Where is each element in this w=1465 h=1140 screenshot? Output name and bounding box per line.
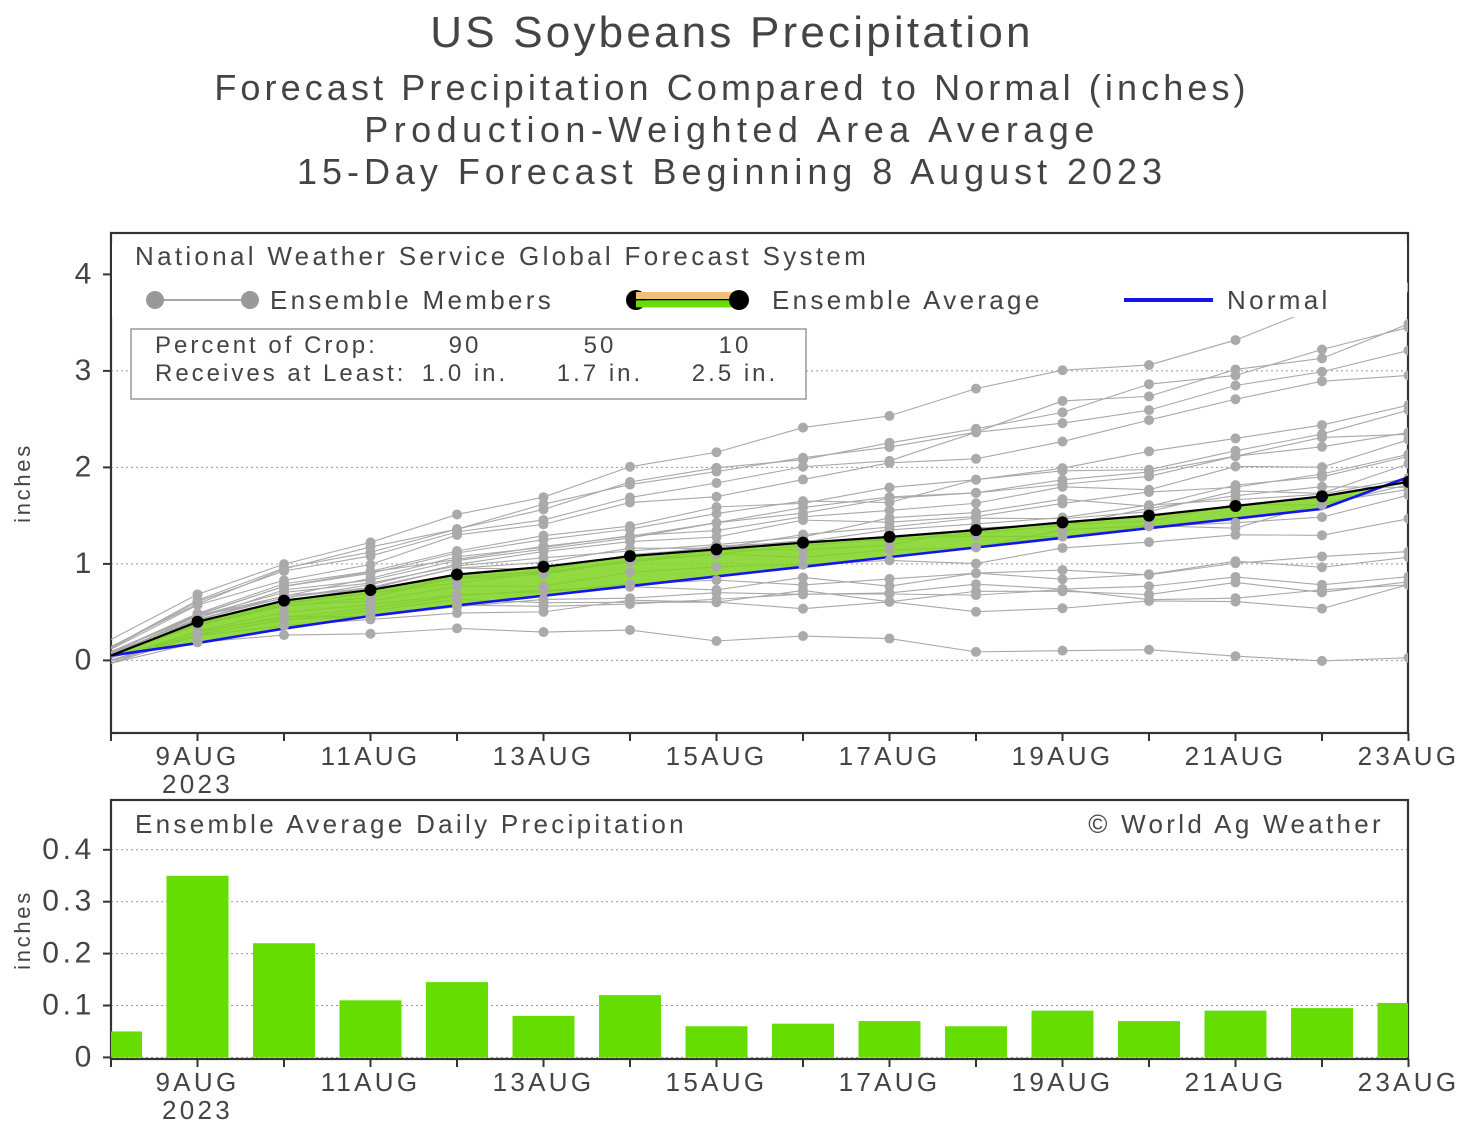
svg-text:15AUG: 15AUG: [666, 741, 768, 771]
svg-text:90: 90: [449, 332, 482, 359]
svg-text:2: 2: [75, 450, 95, 483]
svg-text:0: 0: [75, 643, 95, 676]
svg-text:Forecast Precipitation Compare: Forecast Precipitation Compared to Norma…: [214, 67, 1249, 108]
svg-text:0.2: 0.2: [42, 937, 95, 970]
svg-text:13AUG: 13AUG: [493, 1067, 595, 1097]
svg-text:15AUG: 15AUG: [666, 1067, 768, 1097]
svg-text:15-Day Forecast Beginning 8 Au: 15-Day Forecast Beginning 8 August 2023: [297, 151, 1167, 192]
svg-text:inches: inches: [10, 443, 35, 523]
svg-text:US Soybeans Precipitation: US Soybeans Precipitation: [430, 8, 1033, 57]
svg-text:23AUG: 23AUG: [1358, 741, 1460, 771]
svg-text:0: 0: [75, 1040, 95, 1073]
svg-text:3: 3: [75, 354, 95, 387]
svg-text:0.4: 0.4: [42, 833, 95, 866]
svg-text:4: 4: [75, 257, 95, 290]
svg-text:Production-Weighted Area Avera: Production-Weighted Area Average: [364, 109, 1099, 150]
svg-text:0.1: 0.1: [42, 989, 95, 1022]
svg-text:0.3: 0.3: [42, 885, 95, 918]
svg-text:2.5 in.: 2.5 in.: [692, 360, 778, 387]
svg-text:11AUG: 11AUG: [321, 1067, 421, 1097]
svg-text:1.7 in.: 1.7 in.: [557, 360, 643, 387]
svg-text:21AUG: 21AUG: [1185, 1067, 1287, 1097]
svg-text:Ensemble Members: Ensemble Members: [270, 285, 554, 315]
svg-text:23AUG: 23AUG: [1358, 1067, 1460, 1097]
svg-text:11AUG: 11AUG: [321, 741, 421, 771]
svg-text:© World Ag Weather: © World Ag Weather: [1088, 809, 1384, 839]
svg-text:Normal: Normal: [1227, 285, 1331, 315]
svg-text:9AUG: 9AUG: [155, 741, 239, 771]
svg-text:Ensemble Average: Ensemble Average: [772, 285, 1043, 315]
svg-text:1: 1: [75, 547, 95, 580]
svg-text:Receives at Least:: Receives at Least:: [155, 360, 406, 387]
svg-text:17AUG: 17AUG: [839, 1067, 941, 1097]
svg-text:National Weather Service Globa: National Weather Service Global Forecast…: [135, 241, 869, 271]
svg-text:21AUG: 21AUG: [1185, 741, 1287, 771]
svg-text:inches: inches: [10, 890, 35, 970]
svg-text:1.0 in.: 1.0 in.: [422, 360, 508, 387]
svg-text:13AUG: 13AUG: [493, 741, 595, 771]
svg-text:17AUG: 17AUG: [839, 741, 941, 771]
svg-text:Percent of Crop:: Percent of Crop:: [155, 332, 378, 359]
svg-text:10: 10: [719, 332, 752, 359]
svg-text:2023: 2023: [162, 769, 233, 799]
svg-text:2023: 2023: [162, 1095, 233, 1125]
svg-text:Ensemble Average Daily Precipi: Ensemble Average Daily Precipitation: [135, 809, 687, 839]
svg-text:50: 50: [584, 332, 617, 359]
svg-text:19AUG: 19AUG: [1012, 1067, 1114, 1097]
svg-text:19AUG: 19AUG: [1012, 741, 1114, 771]
svg-text:9AUG: 9AUG: [155, 1067, 239, 1097]
